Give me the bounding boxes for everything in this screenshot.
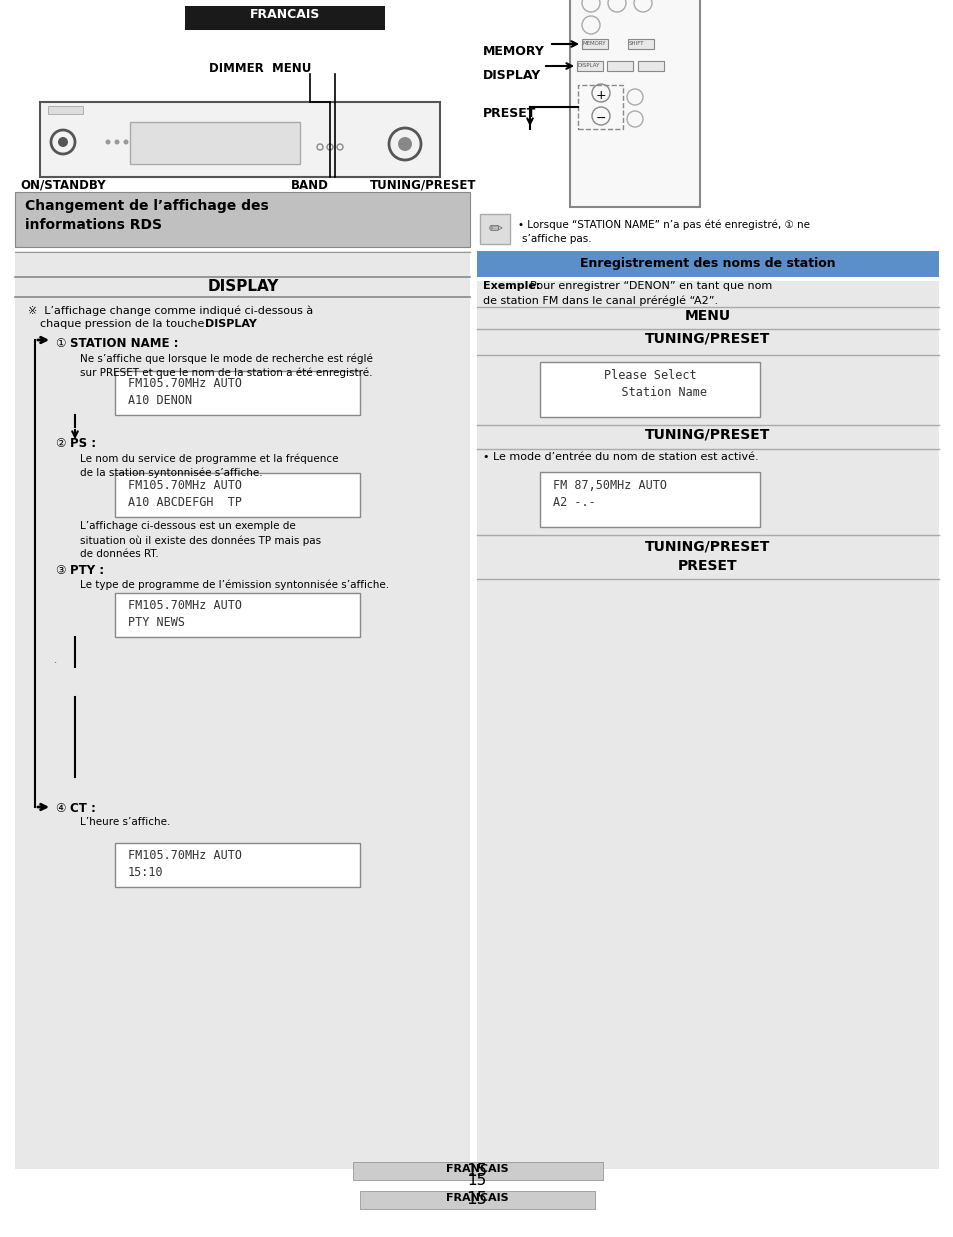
Bar bbox=[15, 14, 470, 1169]
Text: Pour enregistrer “DENON” en tant que nom: Pour enregistrer “DENON” en tant que nom bbox=[530, 281, 771, 291]
Text: +: + bbox=[595, 89, 606, 101]
Bar bbox=[577, 61, 602, 71]
Text: FM105.70MHz AUTO: FM105.70MHz AUTO bbox=[128, 479, 242, 492]
Bar bbox=[353, 1162, 602, 1180]
Text: ✏: ✏ bbox=[488, 219, 501, 238]
Text: FRANCAIS: FRANCAIS bbox=[250, 7, 320, 21]
Text: ①: ① bbox=[55, 336, 66, 350]
Bar bbox=[627, 40, 654, 49]
Bar bbox=[476, 251, 938, 277]
Text: TUNING/PRESET: TUNING/PRESET bbox=[644, 539, 770, 553]
Text: FM105.70MHz AUTO: FM105.70MHz AUTO bbox=[128, 377, 242, 390]
Text: situation où il existe des données TP mais pas: situation où il existe des données TP ma… bbox=[80, 534, 321, 546]
Text: TUNING/PRESET: TUNING/PRESET bbox=[644, 332, 770, 346]
Text: 15: 15 bbox=[466, 1162, 487, 1180]
Circle shape bbox=[123, 140, 129, 145]
Text: ③: ③ bbox=[55, 564, 66, 576]
Text: • Le mode d’entrée du nom de station est activé.: • Le mode d’entrée du nom de station est… bbox=[482, 452, 758, 461]
Text: FM 87,50MHz AUTO: FM 87,50MHz AUTO bbox=[553, 479, 666, 492]
Text: Enregistrement des noms de station: Enregistrement des noms de station bbox=[579, 257, 835, 270]
Text: MENU: MENU bbox=[684, 309, 730, 323]
Text: TUNING/PRESET: TUNING/PRESET bbox=[644, 428, 770, 442]
Text: CT :: CT : bbox=[70, 802, 95, 815]
Text: MEMORY: MEMORY bbox=[482, 45, 544, 58]
Bar bbox=[638, 61, 663, 71]
Text: s’affiche pas.: s’affiche pas. bbox=[521, 234, 591, 244]
Text: sur PRESET et que le nom de la station a été enregistré.: sur PRESET et que le nom de la station a… bbox=[80, 367, 372, 377]
Bar bbox=[115, 371, 359, 414]
Text: DISPLAY: DISPLAY bbox=[207, 280, 278, 294]
Text: A10 DENON: A10 DENON bbox=[128, 395, 192, 407]
Text: informations RDS: informations RDS bbox=[25, 218, 162, 233]
Text: chaque pression de la touche: chaque pression de la touche bbox=[40, 319, 208, 329]
Text: FM105.70MHz AUTO: FM105.70MHz AUTO bbox=[128, 599, 242, 612]
Text: DISPLAY: DISPLAY bbox=[482, 69, 540, 82]
Text: Please Select: Please Select bbox=[603, 369, 696, 382]
Text: A10 ABCDEFGH  TP: A10 ABCDEFGH TP bbox=[128, 496, 242, 508]
Text: A2 -.-: A2 -.- bbox=[553, 496, 595, 508]
Text: Changement de l’affichage des: Changement de l’affichage des bbox=[25, 199, 269, 213]
Text: de données RT.: de données RT. bbox=[80, 549, 158, 559]
Text: Le nom du service de programme et la fréquence: Le nom du service de programme et la fré… bbox=[80, 454, 338, 465]
Text: PRESET: PRESET bbox=[678, 559, 737, 573]
Bar bbox=[539, 473, 760, 527]
Bar bbox=[115, 842, 359, 887]
Bar bbox=[606, 61, 633, 71]
Text: −: − bbox=[595, 113, 605, 125]
Bar bbox=[578, 85, 622, 129]
Text: STATION NAME :: STATION NAME : bbox=[70, 336, 178, 350]
Text: TUNING/PRESET: TUNING/PRESET bbox=[370, 179, 476, 192]
Circle shape bbox=[114, 140, 119, 145]
Bar bbox=[539, 362, 760, 417]
Text: PTY NEWS: PTY NEWS bbox=[128, 616, 185, 628]
Text: ※  L’affichage change comme indiqué ci-dessous à: ※ L’affichage change comme indiqué ci-de… bbox=[28, 306, 313, 315]
Bar bbox=[476, 14, 938, 1169]
Text: ON/STANDBY: ON/STANDBY bbox=[20, 179, 106, 192]
Text: 15:10: 15:10 bbox=[128, 866, 164, 880]
Bar bbox=[185, 6, 385, 30]
Text: FM105.70MHz AUTO: FM105.70MHz AUTO bbox=[128, 849, 242, 862]
Text: Station Name: Station Name bbox=[593, 386, 706, 400]
Text: Ne s’affiche que lorsque le mode de recherche est réglé: Ne s’affiche que lorsque le mode de rech… bbox=[80, 353, 373, 364]
Text: .: . bbox=[247, 319, 251, 329]
Bar bbox=[40, 101, 439, 177]
Text: L’affichage ci-dessous est un exemple de: L’affichage ci-dessous est un exemple de bbox=[80, 521, 295, 531]
Bar bbox=[115, 593, 359, 637]
Text: 15: 15 bbox=[467, 1173, 486, 1188]
Text: SHIFT: SHIFT bbox=[628, 41, 644, 46]
Text: DISPLAY: DISPLAY bbox=[205, 319, 256, 329]
Text: DISPLAY: DISPLAY bbox=[578, 63, 599, 68]
Bar bbox=[15, 192, 470, 247]
Text: FRANCAIS: FRANCAIS bbox=[445, 1192, 508, 1204]
Text: L’heure s’affiche.: L’heure s’affiche. bbox=[80, 816, 171, 828]
Bar bbox=[15, 251, 470, 1169]
Text: PTY :: PTY : bbox=[70, 564, 104, 576]
Bar bbox=[479, 214, 510, 244]
Text: • Lorsque “STATION NAME” n’a pas été enregistré, ① ne: • Lorsque “STATION NAME” n’a pas été enr… bbox=[517, 219, 809, 230]
Circle shape bbox=[58, 137, 68, 147]
Text: Le type de programme de l’émission syntonnisée s’affiche.: Le type de programme de l’émission synto… bbox=[80, 580, 389, 590]
Text: DIMMER  MENU: DIMMER MENU bbox=[209, 62, 311, 75]
Circle shape bbox=[106, 140, 111, 145]
Text: FRANCAIS: FRANCAIS bbox=[445, 1164, 508, 1174]
Bar bbox=[48, 106, 83, 114]
Text: 15: 15 bbox=[466, 1190, 487, 1209]
Text: MEMORY: MEMORY bbox=[582, 41, 606, 46]
Text: ②: ② bbox=[55, 437, 66, 450]
Bar bbox=[476, 281, 938, 1169]
Text: Exemple:: Exemple: bbox=[482, 281, 539, 291]
Text: ④: ④ bbox=[55, 802, 66, 815]
Bar bbox=[130, 122, 299, 165]
Text: de la station syntonnisée s’affiche.: de la station syntonnisée s’affiche. bbox=[80, 468, 262, 479]
Bar bbox=[115, 473, 359, 517]
Bar bbox=[359, 1191, 595, 1209]
Text: PRESET: PRESET bbox=[482, 106, 536, 120]
Text: PS :: PS : bbox=[70, 437, 96, 450]
Text: de station FM dans le canal préréglé “A2”.: de station FM dans le canal préréglé “A2… bbox=[482, 296, 718, 307]
Bar bbox=[581, 40, 607, 49]
Bar bbox=[569, 0, 700, 207]
Circle shape bbox=[397, 137, 412, 151]
Text: BAND: BAND bbox=[291, 179, 329, 192]
